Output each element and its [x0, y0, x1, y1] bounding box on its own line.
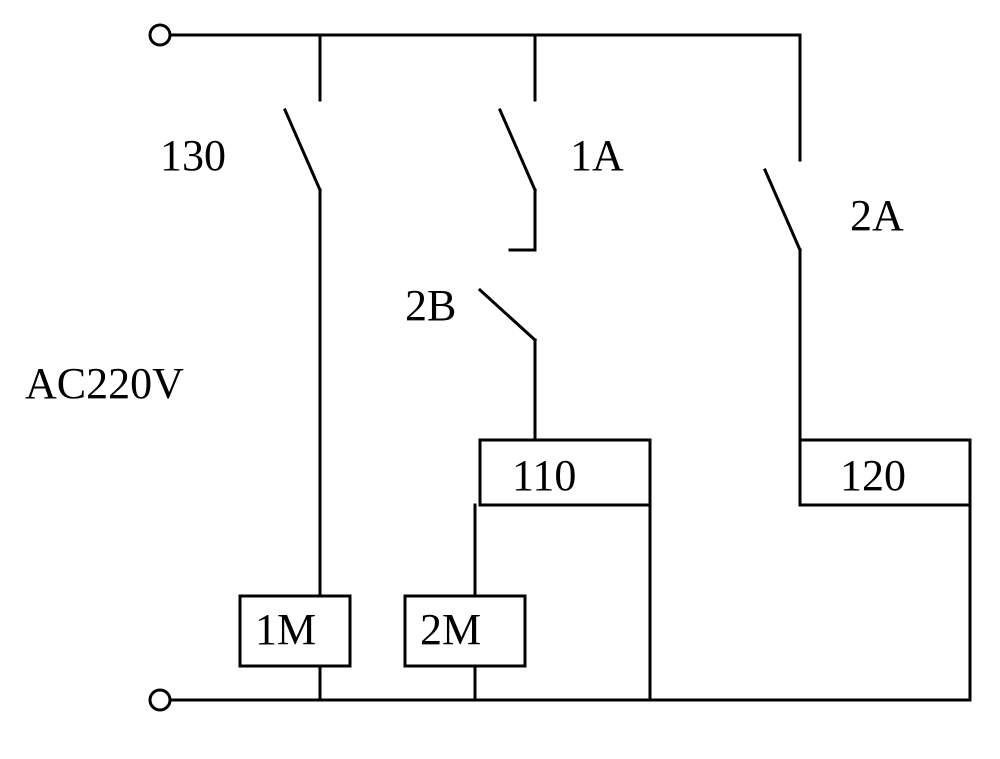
switch-2a-label: 2A — [850, 190, 904, 241]
box-1m-label: 1M — [255, 604, 316, 655]
switch-1a-label: 1A — [570, 130, 624, 181]
box-2m-label: 2M — [420, 604, 481, 655]
supply-label: AC220V — [25, 358, 184, 409]
box-120-label: 120 — [840, 450, 906, 501]
box-110-label: 110 — [512, 450, 576, 501]
switch-2b-label: 2B — [405, 280, 456, 331]
switch-130-label: 130 — [160, 130, 226, 181]
